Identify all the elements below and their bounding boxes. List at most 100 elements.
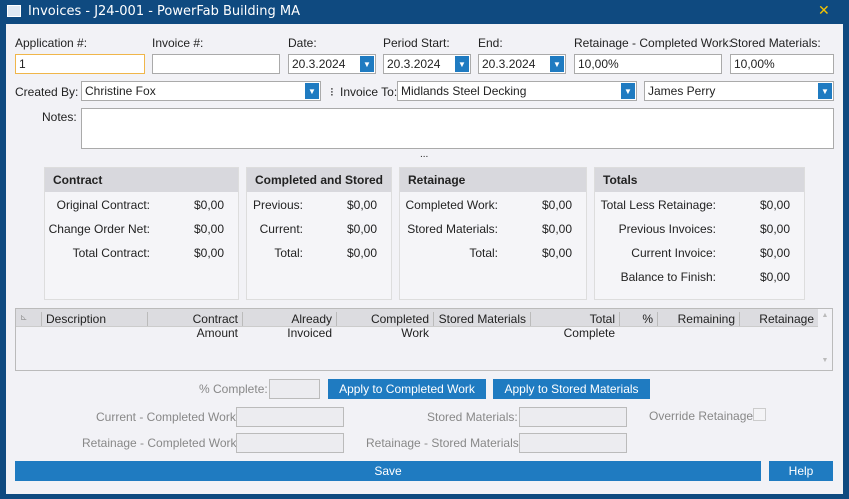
notes-input[interactable]	[81, 108, 834, 149]
retainage-cw-label: Retainage - Completed Work:	[574, 36, 732, 50]
date-picker[interactable]: 20.3.2024 ▼	[288, 54, 376, 74]
row-label: Completed Work:	[405, 198, 498, 212]
chevron-down-icon[interactable]: ▼	[305, 83, 319, 99]
help-button[interactable]: Help	[769, 461, 833, 481]
ret-cw-label: Retainage - Completed Work:	[82, 436, 240, 450]
date-value: 20.3.2024	[292, 57, 346, 71]
invoice-to-select[interactable]: Midlands Steel Decking ▼	[397, 81, 637, 101]
line-items-grid[interactable]: ⊾ Description Contract Amount Already In…	[15, 308, 833, 371]
row-value: $0,00	[541, 246, 572, 260]
invoice-input[interactable]	[152, 54, 280, 74]
created-by-label: Created By:	[15, 85, 79, 99]
col-stored-materials[interactable]: Stored Materials	[434, 312, 531, 326]
pct-complete-input[interactable]	[269, 379, 320, 399]
stored-label: Stored Materials:	[730, 36, 821, 50]
application-label: Application #:	[15, 36, 88, 50]
current-cw-label: Current - Completed Work:	[96, 410, 240, 424]
created-by-select[interactable]: Christine Fox ▼	[81, 81, 321, 101]
contact-value: James Perry	[648, 84, 716, 98]
date-label: Date:	[288, 36, 317, 50]
override-retainage-label: Override Retainage:	[649, 409, 757, 423]
row-value: $0,00	[759, 198, 790, 212]
vertical-scrollbar[interactable]: ▲ ▼	[821, 312, 829, 364]
row-value: $0,00	[346, 198, 377, 212]
drag-handle-icon[interactable]: ⁝	[330, 85, 334, 99]
invoice-label: Invoice #:	[152, 36, 204, 50]
row-label: Change Order Net:	[48, 222, 150, 236]
invoice-to-value: Midlands Steel Decking	[401, 84, 527, 98]
apply-completed-work-button[interactable]: Apply to Completed Work	[328, 379, 486, 399]
created-by-value: Christine Fox	[85, 84, 156, 98]
row-label: Previous Invoices:	[618, 222, 716, 236]
grid-header: ⊾ Description Contract Amount Already In…	[16, 309, 818, 340]
period-start-label: Period Start:	[383, 36, 450, 50]
panel-title: Totals	[595, 168, 804, 192]
chevron-down-icon[interactable]: ▼	[818, 83, 832, 99]
row-value: $0,00	[541, 222, 572, 236]
row-label: Total:	[469, 246, 498, 260]
ret-sm-label: Retainage - Stored Materials:	[366, 436, 523, 450]
row-value: $0,00	[759, 222, 790, 236]
contact-select[interactable]: James Perry ▼	[644, 81, 834, 101]
period-start-picker[interactable]: 20.3.2024 ▼	[383, 54, 471, 74]
row-value: $0,00	[759, 246, 790, 260]
col-description[interactable]: Description	[42, 312, 148, 326]
stored-input[interactable]: 10,00%	[730, 54, 834, 74]
row-value: $0,00	[346, 246, 377, 260]
ret-sm-input[interactable]	[519, 433, 627, 453]
row-label: Total:	[274, 246, 303, 260]
chevron-down-icon[interactable]: ▼	[360, 56, 374, 72]
panel-title: Contract	[45, 168, 238, 192]
row-value: $0,00	[346, 222, 377, 236]
sort-icon[interactable]: ⊾	[16, 312, 42, 326]
stored-materials-input[interactable]	[519, 407, 627, 427]
row-label: Total Contract:	[72, 246, 150, 260]
row-value: $0,00	[541, 198, 572, 212]
row-label: Total Less Retainage:	[600, 198, 716, 212]
panel-title: Retainage	[400, 168, 586, 192]
row-label: Original Contract:	[56, 198, 150, 212]
end-label: End:	[478, 36, 503, 50]
row-label: Current Invoice:	[631, 246, 716, 260]
end-value: 20.3.2024	[482, 57, 536, 71]
col-contract-amount[interactable]: Contract Amount	[148, 312, 243, 340]
end-picker[interactable]: 20.3.2024 ▼	[478, 54, 566, 74]
close-button[interactable]: ✕	[818, 2, 830, 18]
application-input[interactable]: 1	[15, 54, 145, 74]
col-already-invoiced[interactable]: Already Invoiced	[243, 312, 337, 340]
save-button[interactable]: Save	[15, 461, 761, 481]
chevron-down-icon[interactable]: ▼	[455, 56, 469, 72]
col-remaining[interactable]: Remaining	[658, 312, 740, 326]
retainage-panel: Retainage Completed Work: $0,00 Stored Ma…	[399, 167, 587, 300]
totals-panel: Totals Total Less Retainage: $0,00 Previo…	[594, 167, 805, 300]
panel-title: Completed and Stored	[247, 168, 391, 192]
splitter-handle[interactable]: ...	[420, 149, 429, 160]
chevron-down-icon[interactable]: ▼	[621, 83, 635, 99]
contract-panel: Contract Original Contract: $0,00 Change …	[44, 167, 239, 300]
completed-panel: Completed and Stored Previous: $0,00 Curr…	[246, 167, 392, 300]
row-value: $0,00	[193, 246, 224, 260]
row-label: Previous:	[252, 198, 303, 212]
row-label: Current:	[259, 222, 303, 236]
row-value: $0,00	[759, 270, 790, 284]
app-icon	[7, 5, 21, 17]
apply-stored-materials-button[interactable]: Apply to Stored Materials	[493, 379, 650, 399]
row-value: $0,00	[193, 198, 224, 212]
row-label: Balance to Finish:	[620, 270, 716, 284]
row-value: $0,00	[193, 222, 224, 236]
col-percent[interactable]: %	[620, 312, 658, 326]
col-retainage[interactable]: Retainage	[759, 312, 814, 326]
ret-cw-input[interactable]	[236, 433, 344, 453]
stored-materials-label: Stored Materials:	[427, 410, 518, 424]
current-cw-input[interactable]	[236, 407, 344, 427]
override-retainage-checkbox[interactable]	[753, 408, 766, 421]
retainage-cw-input[interactable]: 10,00%	[574, 54, 722, 74]
col-completed-work[interactable]: Completed Work	[337, 312, 434, 340]
row-label: Stored Materials:	[407, 222, 498, 236]
chevron-down-icon[interactable]: ▼	[550, 56, 564, 72]
col-total-complete[interactable]: Total Complete	[531, 312, 620, 340]
notes-label: Notes:	[42, 110, 77, 124]
period-start-value: 20.3.2024	[387, 57, 441, 71]
window-title: Invoices - J24-001 - PowerFab Building M…	[28, 4, 300, 19]
pct-complete-label: % Complete:	[199, 382, 268, 396]
